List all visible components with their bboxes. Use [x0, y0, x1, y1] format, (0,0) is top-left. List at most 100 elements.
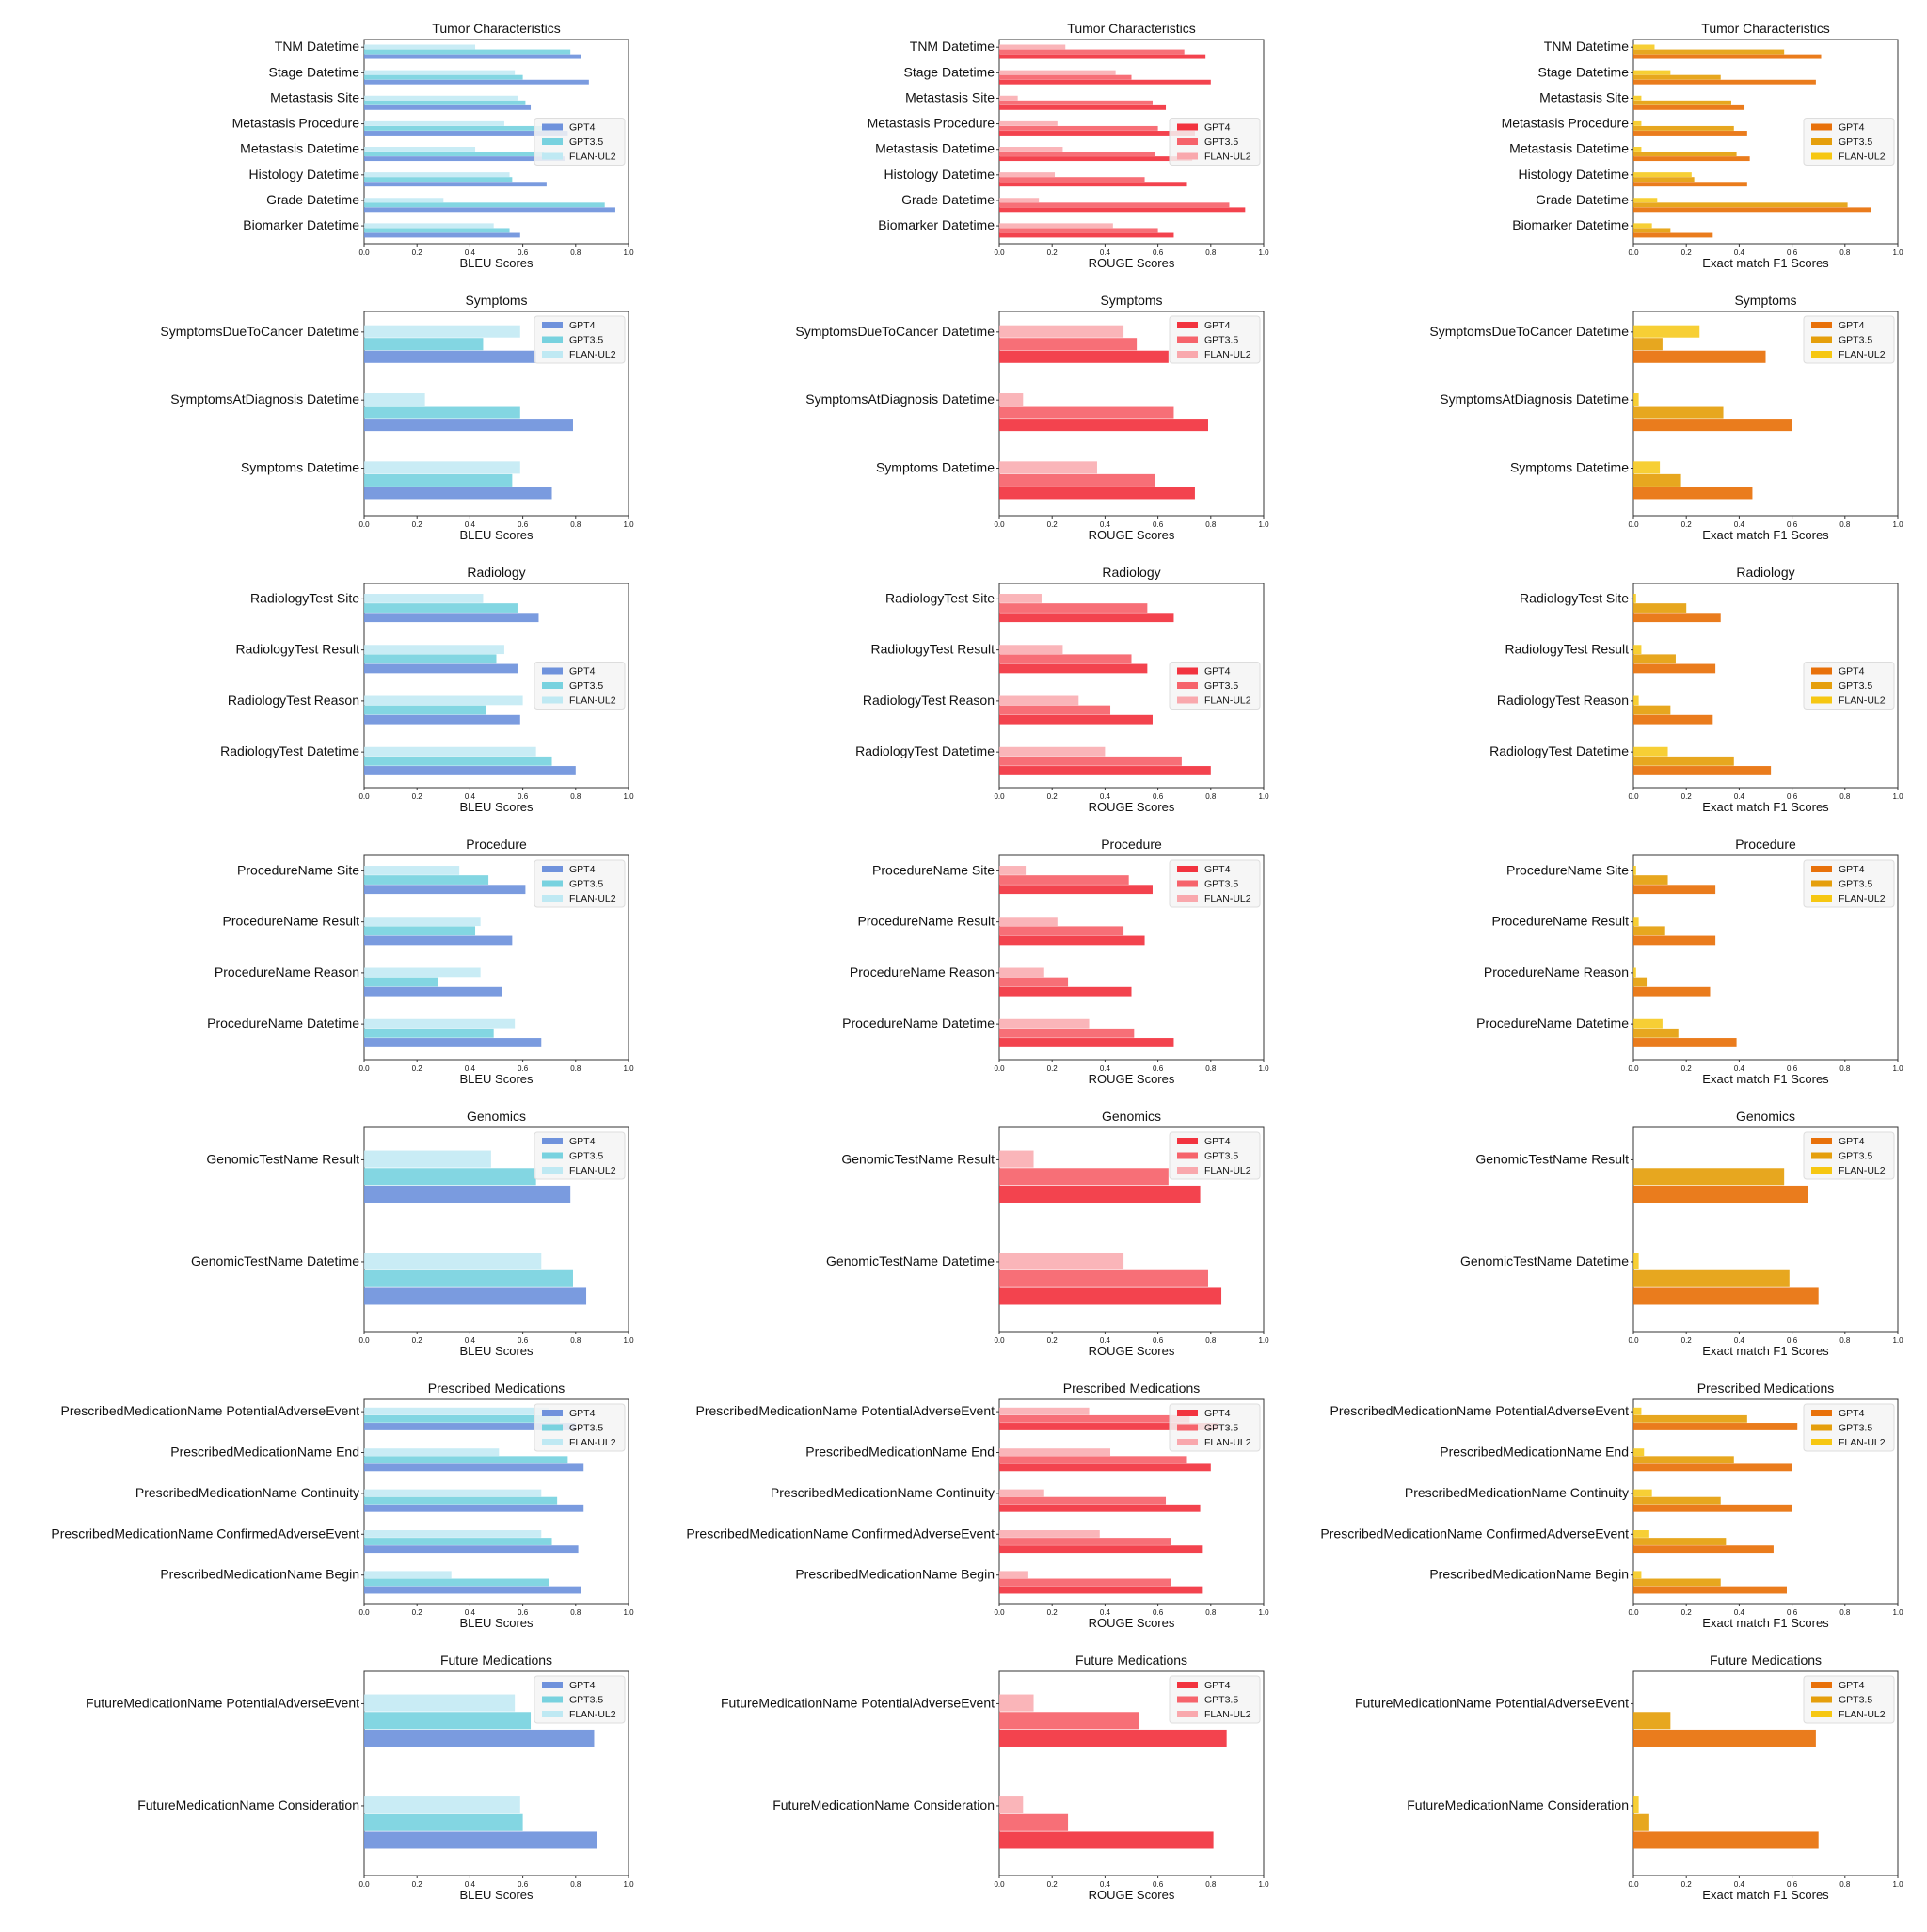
bar-flan-ul2-0 [999, 594, 1042, 603]
category-label: RadiologyTest Datetime [220, 743, 359, 758]
category-label: Metastasis Site [905, 89, 995, 104]
category-label: PrescribedMedicationName Begin [160, 1567, 359, 1582]
subplot-radiology-rouge: Radiology RadiologyTest Site RadiologyTest… [855, 565, 1269, 814]
x-tick-label: 1.0 [623, 1880, 634, 1889]
x-tick-label: 0.4 [1100, 1880, 1111, 1889]
legend-swatch-gpt4 [542, 667, 563, 675]
x-tick-label: 0.0 [994, 1336, 1005, 1345]
x-tick-label: 0.6 [1787, 1336, 1798, 1345]
bar-gpt3.5-3 [999, 756, 1182, 766]
legend: GPT4 GPT3.5 FLAN-UL2 [534, 315, 626, 364]
legend-swatch-gpt3.5 [1811, 880, 1832, 887]
bar-flan-ul2-0 [364, 1150, 491, 1168]
bar-gpt4-2 [999, 714, 1153, 725]
bar-gpt3.5-1 [999, 1269, 1208, 1287]
category-label: Symptoms Datetime [876, 460, 995, 475]
x-tick-label: 0.8 [570, 1336, 581, 1345]
x-tick-label: 0.6 [1787, 1064, 1798, 1073]
x-tick-label: 0.0 [358, 1608, 370, 1617]
subplot-prescribed-medications-bleu: Prescribed Medications PrescribedMedicati… [51, 1381, 634, 1630]
x-axis-label: ROUGE Scores [1089, 256, 1175, 270]
x-tick-label: 0.2 [1681, 520, 1693, 529]
x-tick-label: 0.4 [1734, 1608, 1745, 1617]
bar-gpt3.5-1 [364, 1269, 573, 1287]
bar-gpt4-0 [364, 54, 581, 59]
bar-gpt4-0 [364, 350, 536, 363]
legend-swatch-gpt3.5 [1177, 1424, 1198, 1431]
x-tick-label: 0.0 [358, 248, 370, 257]
x-tick-label: 0.2 [1681, 1880, 1693, 1889]
category-label: SymptomsAtDiagnosis Datetime [1440, 391, 1629, 407]
category-label: SymptomsAtDiagnosis Datetime [805, 391, 995, 407]
subplot-future-medications-f1: Future Medications FutureMedicationName P… [1355, 1653, 1903, 1902]
legend-swatch-gpt4 [542, 866, 563, 872]
legend-swatch-gpt4 [1177, 866, 1198, 872]
legend-label-gpt3.5: GPT3.5 [569, 335, 603, 346]
bar-flan-ul2-5 [999, 172, 1056, 178]
bar-gpt4-0 [1633, 885, 1716, 895]
x-tick-label: 0.2 [1681, 248, 1693, 257]
bar-flan-ul2-2 [999, 461, 1097, 474]
x-tick-label: 0.4 [1100, 1608, 1111, 1617]
bar-gpt3.5-5 [1633, 177, 1695, 183]
x-tick-label: 0.6 [1153, 1608, 1164, 1617]
legend-label-flan-ul2: FLAN-UL2 [1204, 893, 1251, 904]
legend: GPT4 GPT3.5 FLAN-UL2 [534, 859, 626, 908]
legend-swatch-gpt4 [1811, 866, 1832, 872]
category-label: ProcedureName Datetime [207, 1015, 359, 1030]
subplot-title: Tumor Characteristics [432, 21, 560, 36]
bar-gpt3.5-6 [1633, 202, 1848, 208]
bar-flan-ul2-0 [364, 44, 476, 50]
category-label: PrescribedMedicationName Begin [1429, 1567, 1629, 1582]
bar-gpt4-5 [999, 182, 1187, 187]
x-tick-label: 0.0 [994, 1064, 1005, 1073]
bar-gpt4-3 [999, 1545, 1203, 1554]
category-label: Biomarker Datetime [1512, 217, 1629, 232]
bar-gpt4-0 [364, 613, 539, 623]
legend-label-flan-ul2: FLAN-UL2 [1204, 695, 1251, 707]
legend-swatch-flan-ul2 [1177, 1167, 1198, 1174]
bar-gpt3.5-5 [999, 177, 1145, 183]
legend-swatch-flan-ul2 [1811, 1711, 1832, 1717]
bar-gpt3.5-0 [364, 1168, 536, 1186]
legend-swatch-gpt3.5 [1811, 336, 1832, 343]
x-axis-label: BLEU Scores [459, 256, 534, 270]
bar-gpt4-0 [1633, 1423, 1798, 1430]
x-tick-label: 0.4 [1100, 248, 1111, 257]
legend-swatch-gpt4 [542, 322, 563, 328]
subplot-genomics-bleu: Genomics GenomicTestName Result GenomicTes… [191, 1109, 634, 1358]
category-label: ProcedureName Datetime [842, 1015, 995, 1030]
subplot-title: Genomics [467, 1109, 526, 1124]
category-label: Metastasis Site [270, 89, 359, 104]
bar-flan-ul2-2 [999, 695, 1079, 706]
bar-gpt4-2 [1633, 487, 1753, 500]
bar-flan-ul2-3 [364, 1018, 516, 1029]
x-tick-label: 0.4 [1734, 248, 1745, 257]
subplot-title: Procedure [1101, 837, 1162, 852]
x-tick-label: 0.4 [1100, 1064, 1111, 1073]
legend-label-gpt3.5: GPT3.5 [569, 680, 603, 692]
category-label: PrescribedMedicationName Continuity [771, 1485, 995, 1500]
legend: GPT4 GPT3.5 FLAN-UL2 [1169, 118, 1261, 166]
category-label: TNM Datetime [1544, 39, 1629, 54]
bar-gpt4-3 [999, 1038, 1174, 1047]
legend-swatch-gpt3.5 [1811, 138, 1832, 145]
x-axis-label: BLEU Scores [459, 1616, 534, 1630]
legend: GPT4 GPT3.5 FLAN-UL2 [534, 1131, 626, 1180]
category-label: RadiologyTest Reason [228, 693, 359, 708]
x-tick-label: 0.4 [1734, 792, 1745, 801]
bar-gpt3.5-0 [1633, 603, 1687, 613]
bar-gpt4-3 [1633, 766, 1772, 775]
x-axis-label: Exact match F1 Scores [1702, 1072, 1829, 1086]
bar-gpt4-2 [364, 487, 552, 500]
legend-label-gpt4: GPT4 [1839, 864, 1865, 875]
bar-gpt3.5-0 [1633, 875, 1668, 885]
category-label: ProcedureName Site [237, 862, 359, 877]
x-tick-label: 0.8 [1205, 1064, 1217, 1073]
x-tick-label: 0.8 [570, 248, 581, 257]
x-axis-label: Exact match F1 Scores [1702, 528, 1829, 542]
bar-flan-ul2-1 [1633, 1253, 1639, 1270]
bar-flan-ul2-4 [1633, 147, 1642, 152]
bar-gpt4-1 [364, 935, 513, 946]
bar-gpt3.5-1 [1633, 1813, 1649, 1831]
